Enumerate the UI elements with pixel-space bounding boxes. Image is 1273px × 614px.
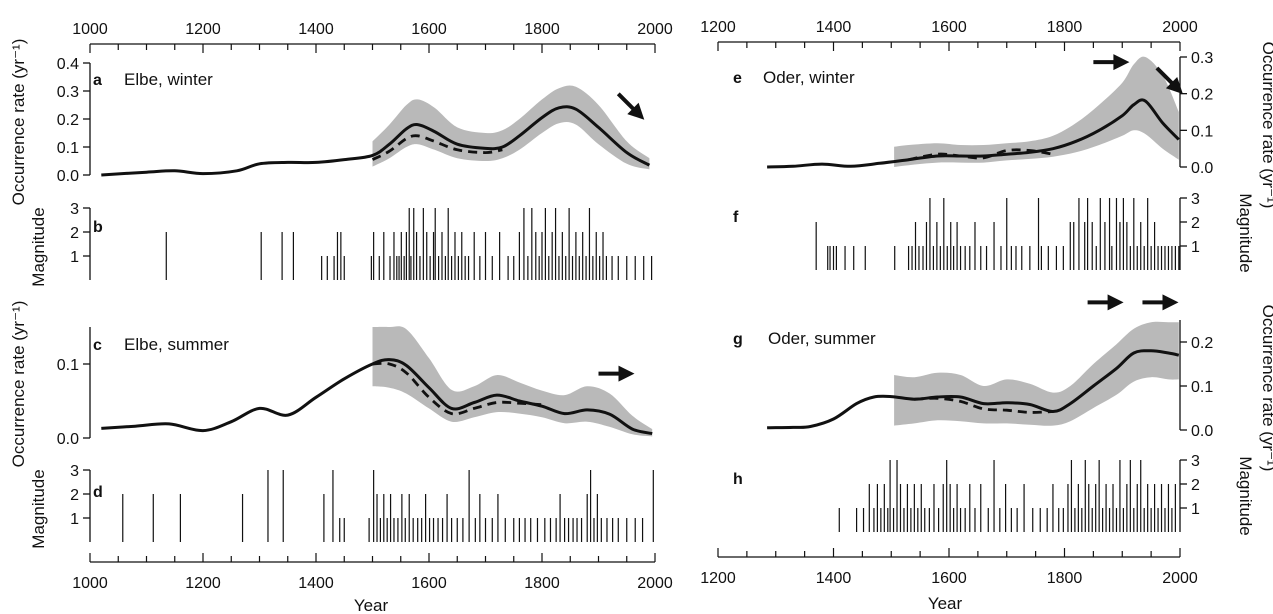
y-tick-label-a-1: 0.1: [57, 140, 79, 157]
y-axis-title-h: Magnitude: [1236, 456, 1255, 535]
y-tick-label-h-0: 1: [1191, 501, 1200, 518]
y-tick-label-g-1: 0.1: [1191, 379, 1213, 396]
bottom-x-axis-right-label-1400: 1400: [816, 570, 852, 587]
y-tick-label-c-0: 0.0: [57, 431, 79, 448]
y-axis-title-g: Occurrence rate (yr⁻¹): [1259, 305, 1273, 472]
y-tick-label-f-1: 2: [1191, 215, 1200, 232]
panel-label-c: c: [93, 337, 102, 354]
bottom-x-axis-right-label-1800: 1800: [1047, 570, 1083, 587]
panel-label-f: f: [733, 209, 739, 226]
bottom-x-axis-right-label-1200: 1200: [700, 570, 736, 587]
dashed-line-a: [371, 134, 503, 161]
panel-label-e: e: [733, 70, 742, 87]
plot-layer: 0.0 0.1 0.2 0.3 0.4 0.0 0.1 0.0 0.1 0.2 0.3 0.0 0.1 0…: [57, 19, 1214, 592]
panel-title-g: Oder, summer: [768, 329, 876, 348]
panel-label-g: g: [733, 331, 743, 348]
panel-title-c: Elbe, summer: [124, 335, 229, 354]
y-tick-label-b-0: 1: [70, 249, 79, 266]
top-x-axis-right-label-1800: 1800: [1047, 19, 1083, 36]
top-x-axis-right-label-1600: 1600: [931, 19, 967, 36]
panel-label-b: b: [93, 219, 103, 236]
y-tick-label-a-4: 0.4: [57, 56, 79, 73]
trend-arrow-head-a: [627, 102, 645, 120]
y-tick-label-d-1: 2: [70, 487, 79, 504]
top-x-axis-right-label-1200: 1200: [700, 19, 736, 36]
bottom-x-axis-left-label-1800: 1800: [524, 575, 560, 592]
y-tick-label-f-2: 3: [1191, 191, 1200, 208]
y-axis-title-a: Occurrence rate (yr⁻¹): [9, 39, 28, 206]
dashed-line-c: [372, 361, 543, 416]
bottom-x-axis-right-label-1600: 1600: [931, 570, 967, 587]
y-tick-label-b-2: 3: [70, 201, 79, 218]
confidence-band-g: [894, 321, 1179, 426]
confidence-band-a: [372, 85, 650, 170]
y-tick-label-h-2: 3: [1191, 453, 1200, 470]
rate-line-a: [101, 105, 651, 177]
bottom-x-axis-left-label-1400: 1400: [298, 575, 334, 592]
x-axis-title-left: Year: [354, 596, 389, 614]
y-tick-label-a-2: 0.2: [57, 112, 79, 129]
y-axis-title-d: Magnitude: [29, 469, 48, 548]
panel-label-a: a: [93, 72, 102, 89]
trend-arrow-head-g-2: [1162, 294, 1179, 311]
y-tick-label-e-2: 0.2: [1191, 87, 1213, 104]
y-tick-label-b-1: 2: [70, 225, 79, 242]
rate-line-e: [767, 98, 1180, 169]
bottom-x-axis-left-label-1600: 1600: [411, 575, 447, 592]
top-x-axis-right-label-1400: 1400: [816, 19, 852, 36]
y-tick-label-c-1: 0.1: [57, 357, 79, 374]
trend-arrow-head-g: [1107, 294, 1124, 311]
dashed-line-g: [914, 396, 1054, 414]
trend-arrow-head-c: [618, 365, 635, 382]
y-tick-label-f-0: 1: [1191, 239, 1200, 256]
top-x-axis-left-label-1000: 1000: [72, 21, 108, 38]
panel-title-e: Oder, winter: [763, 68, 855, 87]
y-tick-label-h-1: 2: [1191, 477, 1200, 494]
y-axis-title-c: Occurrence rate (yr⁻¹): [9, 301, 28, 468]
top-x-axis-right-label-2000: 2000: [1162, 19, 1198, 36]
rate-line-c: [101, 358, 653, 436]
y-tick-label-a-3: 0.3: [57, 84, 79, 101]
bottom-x-axis-left-label-2000: 2000: [637, 575, 673, 592]
y-tick-label-g-0: 0.0: [1191, 423, 1213, 440]
panel-label-h: h: [733, 471, 743, 488]
top-x-axis-left-label-2000: 2000: [637, 21, 673, 38]
top-x-axis-left-label-1200: 1200: [185, 21, 221, 38]
panel-title-a: Elbe, winter: [124, 70, 213, 89]
top-x-axis-left-label-1600: 1600: [411, 21, 447, 38]
panel-label-d: d: [93, 484, 103, 501]
bottom-x-axis-right-label-2000: 2000: [1162, 570, 1198, 587]
bottom-x-axis-left-label-1200: 1200: [185, 575, 221, 592]
top-x-axis-left-label-1400: 1400: [298, 21, 334, 38]
y-tick-label-d-0: 1: [70, 511, 79, 528]
x-axis-title-right: Year: [928, 594, 963, 613]
y-tick-label-g-2: 0.2: [1191, 335, 1213, 352]
y-tick-label-e-0: 0.0: [1191, 160, 1213, 177]
rate-line-g: [767, 349, 1180, 430]
bottom-x-axis-left-label-1000: 1000: [72, 575, 108, 592]
y-axis-title-e: Occurrence rate (yr⁻¹): [1259, 42, 1273, 209]
y-tick-label-e-3: 0.3: [1191, 50, 1213, 67]
trend-arrow-head-e: [1113, 54, 1130, 71]
y-axis-title-b: Magnitude: [29, 207, 48, 286]
y-axis-title-f: Magnitude: [1236, 193, 1255, 272]
y-tick-label-a-0: 0.0: [57, 168, 79, 185]
confidence-band-e: [894, 56, 1179, 167]
trend-arrow-head-e-2: [1165, 77, 1183, 94]
y-tick-label-e-1: 0.1: [1191, 123, 1213, 140]
y-tick-label-d-2: 3: [70, 463, 79, 480]
dashed-line-e: [908, 148, 1054, 162]
top-x-axis-left-label-1800: 1800: [524, 21, 560, 38]
